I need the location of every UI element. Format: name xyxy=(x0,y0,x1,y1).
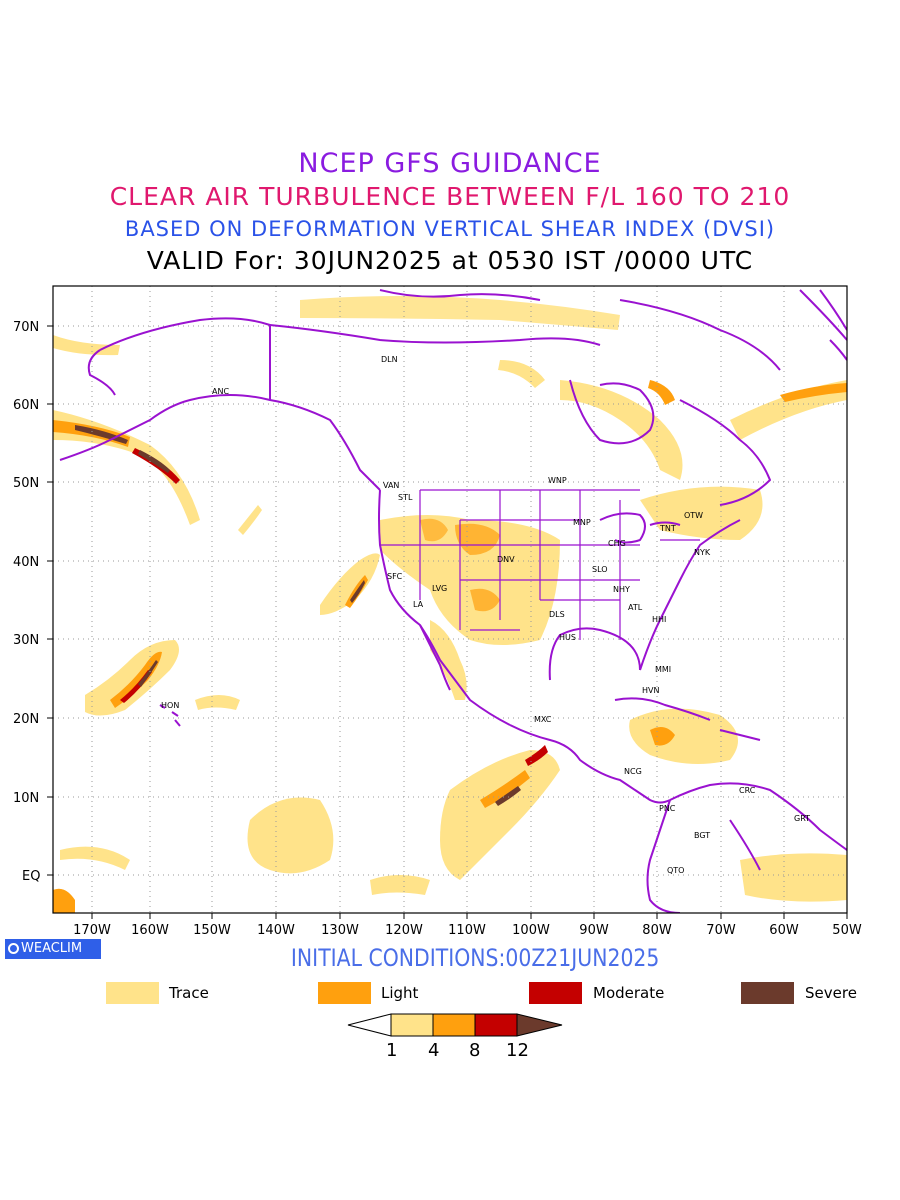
colorbar-tick: 1 xyxy=(386,1040,398,1061)
lon-label: 100W xyxy=(512,923,550,938)
coastlines xyxy=(59,289,847,913)
colorbar-min-triangle xyxy=(347,1013,392,1037)
legend-label: Trace xyxy=(169,984,209,1002)
station-label: WNP xyxy=(548,476,567,485)
station-label: TNT xyxy=(659,524,676,533)
station-label: ATL xyxy=(628,603,643,612)
colorbar-max-triangle xyxy=(516,1013,563,1037)
valid-time-line: VALID For: 30JUN2025 at 0530 IST /0000 U… xyxy=(146,246,754,275)
station-label: CRC xyxy=(739,786,756,795)
lon-label: 110W xyxy=(448,923,486,938)
legend-label: Moderate xyxy=(593,984,665,1002)
logo-text: WEACLIM xyxy=(21,941,83,956)
latitude-labels: 70N 60N 50N 40N 30N 20N 10N EQ xyxy=(13,320,40,884)
colorbar-moderate xyxy=(474,1013,518,1037)
station-label: STL xyxy=(398,493,413,502)
colorbar xyxy=(347,1013,563,1037)
colorbar-tick: 8 xyxy=(469,1040,481,1061)
longitude-labels: 170W 160W 150W 140W 130W 120W 110W 100W … xyxy=(73,923,862,938)
initial-conditions: INITIAL CONDITIONS:00Z21JUN2025 xyxy=(290,944,660,972)
chart-title-line2: CLEAR AIR TURBULENCE BETWEEN F/L 160 TO … xyxy=(109,182,791,211)
legend-swatch xyxy=(741,982,794,1004)
lat-label: 40N xyxy=(13,555,39,570)
colorbar-light xyxy=(432,1013,476,1037)
lon-label: 150W xyxy=(193,923,231,938)
map-frame xyxy=(52,285,848,914)
colorbar-trace xyxy=(390,1013,434,1037)
lon-label: 50W xyxy=(832,923,862,938)
station-label: HUS xyxy=(559,633,576,642)
lon-label: 170W xyxy=(73,923,111,938)
station-label: MMI xyxy=(655,665,671,674)
station-label: HON xyxy=(161,701,179,710)
station-label: QTO xyxy=(667,866,684,875)
weaclim-logo: WEACLIM xyxy=(5,939,101,959)
legend-swatch xyxy=(106,982,159,1004)
lat-label: 70N xyxy=(13,320,39,335)
logo-ring-icon xyxy=(8,943,19,954)
station-label: NHY xyxy=(613,585,630,594)
lon-label: 90W xyxy=(579,923,609,938)
legend-swatch xyxy=(318,982,371,1004)
lat-label: 30N xyxy=(13,633,39,648)
station-label: HVN xyxy=(642,686,659,695)
station-label: SLO xyxy=(592,565,608,574)
station-label: DLS xyxy=(549,610,565,619)
lon-label: 60W xyxy=(769,923,799,938)
colorbar-tick: 4 xyxy=(428,1040,440,1061)
lat-label: 50N xyxy=(13,476,39,491)
station-label: LA xyxy=(413,600,424,609)
legend-label: Severe xyxy=(805,984,857,1002)
station-label: VAN xyxy=(383,481,399,490)
lon-label: 120W xyxy=(385,923,423,938)
station-labels: DLN ANC VAN STL WNP OTW MNP TNT CHG NYK … xyxy=(161,355,810,875)
lon-label: 70W xyxy=(706,923,736,938)
station-label: BGT xyxy=(694,831,710,840)
station-label: PNC xyxy=(659,804,676,813)
station-label: SFC xyxy=(387,572,403,581)
lon-label: 130W xyxy=(321,923,359,938)
station-label: MNP xyxy=(573,518,591,527)
chart-title-line1: NCEP GFS GUIDANCE xyxy=(298,148,602,179)
lat-label: EQ xyxy=(22,869,40,884)
station-label: OTW xyxy=(684,511,703,520)
colorbar-tick: 12 xyxy=(506,1040,529,1061)
admin-boundaries xyxy=(380,489,700,640)
station-label: GRT xyxy=(794,814,810,823)
lat-label: 10N xyxy=(13,791,39,806)
lon-label: 80W xyxy=(642,923,672,938)
lat-label: 60N xyxy=(13,398,39,413)
legend-label: Light xyxy=(381,984,419,1002)
station-label: HHI xyxy=(652,615,666,624)
legend-swatch xyxy=(529,982,582,1004)
station-label: ANC xyxy=(212,387,229,396)
lon-label: 140W xyxy=(257,923,295,938)
station-label: NYK xyxy=(694,548,711,557)
station-label: LVG xyxy=(432,584,447,593)
station-label: DLN xyxy=(381,355,398,364)
station-label: MXC xyxy=(534,715,552,724)
station-label: CHG xyxy=(608,539,626,548)
lon-label: 160W xyxy=(131,923,169,938)
station-label: DNV xyxy=(497,555,515,564)
chart-title-line3: BASED ON DEFORMATION VERTICAL SHEAR INDE… xyxy=(124,217,776,241)
station-label: NCG xyxy=(624,767,642,776)
lat-label: 20N xyxy=(13,712,39,727)
turbulence-areas xyxy=(53,296,847,913)
